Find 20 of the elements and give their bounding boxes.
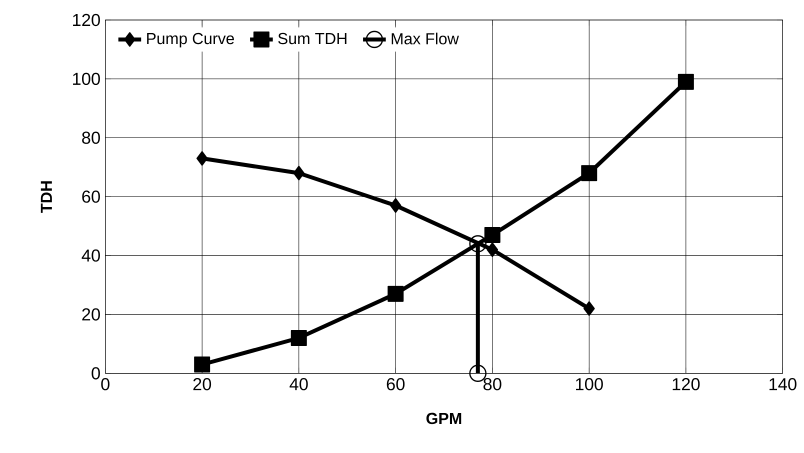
legend-label: Pump Curve bbox=[147, 32, 234, 48]
legend-label: Sum TDH bbox=[278, 32, 346, 44]
legend-label: Max Flow bbox=[392, 32, 459, 44]
x-axis-title: GPM bbox=[426, 412, 462, 424]
y-axis-title: TDH bbox=[40, 181, 52, 213]
x-tick-label: 140 bbox=[770, 378, 796, 390]
x-tick-label: 80 bbox=[483, 378, 502, 390]
y-tick-label: 20 bbox=[82, 308, 100, 320]
x-tick-label: 0 bbox=[101, 378, 110, 390]
x-tick-label: 60 bbox=[386, 378, 405, 390]
x-tick-label: 100 bbox=[576, 378, 603, 390]
y-tick-label: 0 bbox=[92, 367, 100, 380]
y-tick-label: 80 bbox=[82, 131, 100, 144]
x-tick-label: 40 bbox=[290, 378, 308, 390]
y-tick-label: 100 bbox=[73, 72, 100, 85]
x-tick-label: 120 bbox=[672, 378, 700, 390]
x-tick-label: 20 bbox=[193, 378, 212, 390]
y-tick-label: 60 bbox=[82, 190, 100, 203]
y-tick-label: 40 bbox=[82, 249, 100, 262]
y-tick-label: 120 bbox=[73, 14, 100, 26]
